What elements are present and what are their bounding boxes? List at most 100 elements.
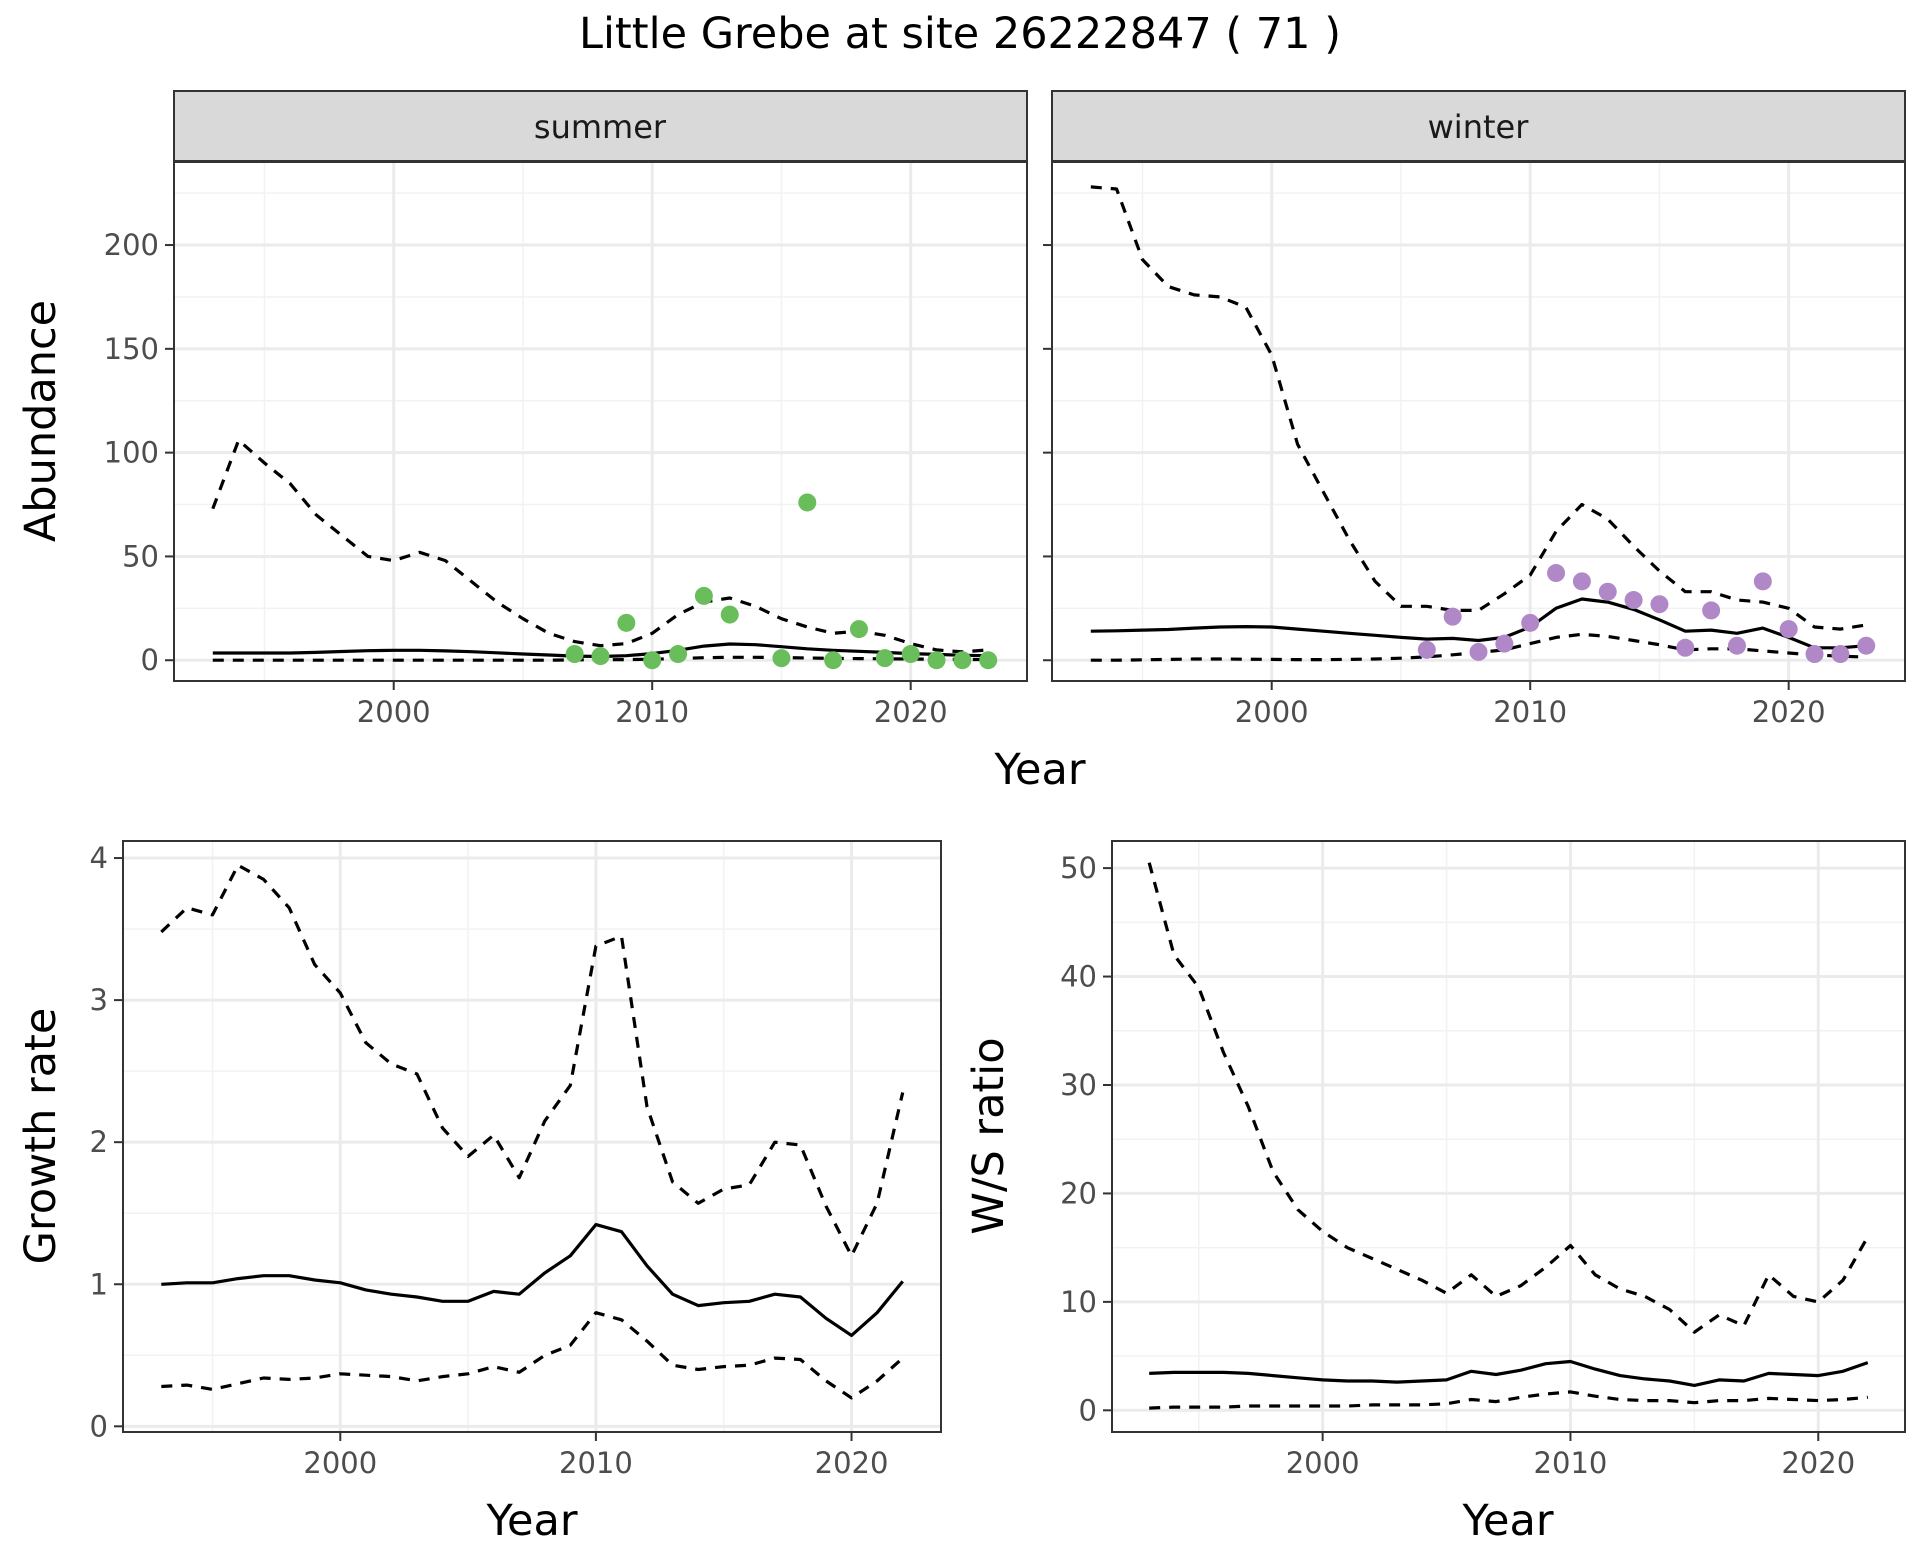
y-tick-label: 0 — [90, 1409, 108, 1443]
marks-summer — [211, 438, 998, 670]
x-tick-label: 2000 — [357, 695, 431, 729]
x-tick-label: 2010 — [1493, 695, 1567, 729]
y-tick-label: 4 — [90, 841, 108, 875]
observation-point — [565, 645, 584, 664]
observation-point — [901, 645, 920, 664]
observation-point — [1753, 572, 1772, 591]
marks-ws — [1147, 862, 1870, 1410]
observation-point — [979, 651, 998, 670]
observation-point — [875, 649, 894, 668]
observation-point — [1831, 645, 1850, 664]
upper-bound-line — [1147, 862, 1870, 1334]
grid-summer — [174, 162, 1027, 681]
y-tick-label: 50 — [1060, 851, 1097, 885]
observation-point — [1650, 595, 1669, 614]
marks-winter — [1090, 185, 1876, 664]
observation-point — [1521, 613, 1540, 632]
observation-point — [772, 649, 791, 668]
observation-point — [849, 620, 868, 639]
x-axis-title-growth: Year — [485, 1496, 577, 1546]
lower-bound-line — [1149, 1390, 1868, 1410]
observation-point — [1469, 642, 1488, 661]
upper-bound-line — [160, 863, 905, 1258]
y-axis-title-summer: Abundance — [16, 300, 66, 542]
strip-label-summer: summer — [534, 108, 667, 146]
panel-border-winter — [1051, 161, 1906, 682]
observation-point — [1857, 636, 1876, 655]
y-tick-label: 30 — [1060, 1068, 1097, 1102]
upper-bound-line — [211, 438, 989, 654]
axes-ws: 2000 2010 2020 0 10 20 30 40 50 — [1060, 851, 1855, 1480]
panel-border-ws — [1111, 840, 1906, 1433]
x-tick-label: 2000 — [1286, 1446, 1360, 1480]
observation-point — [953, 651, 972, 670]
observation-point — [1572, 572, 1591, 591]
observation-point — [643, 651, 662, 670]
y-tick-label: 200 — [104, 228, 159, 262]
marks-growth — [160, 863, 905, 1400]
y-axis-title-growth: Growth rate — [16, 1008, 66, 1265]
x-tick-label: 2020 — [1781, 1446, 1855, 1480]
y-tick-label: 0 — [1079, 1393, 1097, 1427]
x-tick-label: 2010 — [1534, 1446, 1608, 1480]
strip-winter — [1051, 90, 1906, 162]
strip-label-winter: winter — [1428, 108, 1530, 146]
x-tick-label: 2010 — [559, 1446, 633, 1480]
y-axis-title-ws: W/S ratio — [964, 1037, 1014, 1234]
panel-border-growth — [122, 840, 942, 1433]
observation-point — [669, 645, 688, 664]
y-tick-label: 50 — [122, 539, 159, 573]
observation-point — [617, 613, 636, 632]
observation-point — [1676, 638, 1695, 657]
lower-bound-line — [161, 1311, 904, 1400]
panel-winter: winter 2000 2010 2020 — [1043, 90, 1906, 729]
x-axis-title-ws: Year — [1461, 1496, 1553, 1546]
x-tick-label: 2020 — [1752, 695, 1826, 729]
observation-point — [1495, 634, 1514, 653]
observation-point — [591, 647, 610, 666]
y-tick-label: 10 — [1060, 1285, 1097, 1319]
observation-point — [927, 651, 946, 670]
observation-point — [1702, 601, 1721, 620]
axes-growth: 2000 2010 2020 0 1 2 3 4 — [90, 841, 889, 1480]
upper-bound-line — [1090, 185, 1867, 631]
axes-summer: 2000 2010 2020 0 50 100 150 200 — [104, 228, 948, 729]
y-tick-label: 3 — [90, 983, 108, 1017]
axes-winter: 2000 2010 2020 — [1043, 244, 1826, 729]
panel-growth-rate: 2000 2010 2020 0 1 2 3 4 Growth rate Year — [16, 840, 942, 1546]
grid-winter — [1052, 162, 1905, 681]
figure-title: Little Grebe at site 26222847 ( 71 ) — [579, 9, 1341, 59]
fit-line — [161, 1223, 904, 1337]
x-tick-label: 2000 — [303, 1446, 377, 1480]
observation-point — [1805, 645, 1824, 664]
grid-ws — [1112, 841, 1905, 1432]
y-tick-label: 20 — [1060, 1176, 1097, 1210]
fit-line — [1149, 1359, 1869, 1387]
x-tick-label: 2010 — [615, 695, 689, 729]
observation-point — [1727, 636, 1746, 655]
observation-point — [1547, 564, 1566, 583]
shared-x-axis-title: Year — [993, 745, 1085, 795]
panel-ws-ratio: 2000 2010 2020 0 10 20 30 40 50 W/S ratio Year — [964, 840, 1906, 1546]
fit-line — [1090, 597, 1867, 650]
observation-point — [694, 586, 713, 605]
y-tick-label: 1 — [90, 1267, 108, 1301]
x-tick-label: 2020 — [874, 695, 948, 729]
observation-point — [1598, 582, 1617, 601]
x-tick-label: 2020 — [815, 1446, 889, 1480]
observation-point — [720, 605, 739, 624]
observation-point — [1417, 640, 1436, 659]
strip-summer — [173, 90, 1028, 162]
y-tick-label: 2 — [90, 1125, 108, 1159]
observation-point — [824, 651, 843, 670]
observation-point — [1443, 607, 1462, 626]
y-tick-label: 40 — [1060, 960, 1097, 994]
observation-point — [798, 493, 817, 512]
observation-point — [1779, 620, 1798, 639]
y-tick-label: 0 — [141, 643, 159, 677]
y-tick-label: 100 — [104, 436, 159, 470]
x-tick-label: 2000 — [1235, 695, 1309, 729]
observation-point — [1624, 591, 1643, 610]
panel-border-summer — [173, 161, 1028, 682]
